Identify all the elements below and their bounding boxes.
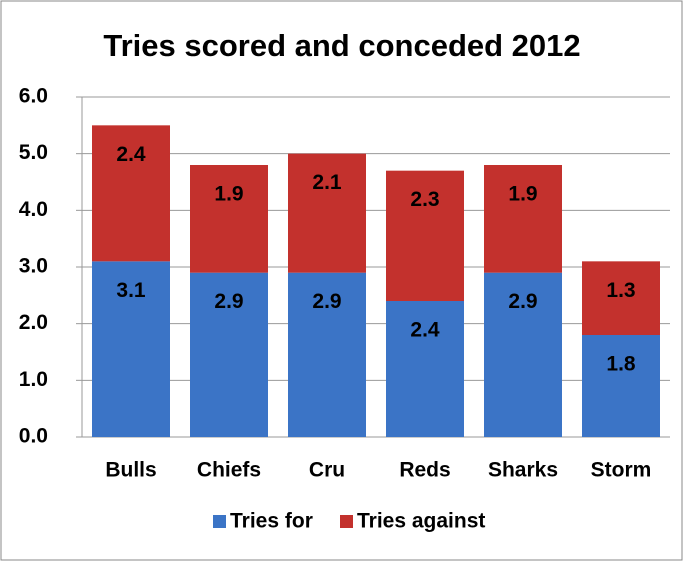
- data-label: 1.9: [508, 183, 537, 206]
- data-label: 3.1: [116, 279, 146, 302]
- data-label: 1.3: [606, 279, 635, 302]
- bar-segment: [484, 165, 562, 273]
- bar-segment: [190, 272, 268, 437]
- legend-swatch: [213, 515, 226, 528]
- bar-segment: [92, 261, 170, 437]
- data-label: 2.1: [312, 171, 342, 194]
- bar-segment: [386, 170, 464, 301]
- bar-segment: [288, 153, 366, 273]
- y-tick-label: 4.0: [19, 198, 48, 221]
- bar-segment: [386, 301, 464, 437]
- data-label: 1.9: [214, 183, 243, 206]
- data-label: 2.3: [410, 188, 439, 211]
- bar-segment: [582, 335, 660, 437]
- x-tick-label: Bulls: [105, 459, 156, 482]
- y-tick-label: 3.0: [19, 255, 48, 278]
- chart-title: Tries scored and conceded 2012: [103, 28, 580, 63]
- bar-segment: [288, 272, 366, 437]
- x-tick-label: Reds: [399, 459, 450, 482]
- data-label: 1.8: [606, 353, 636, 376]
- x-tick-label: Chiefs: [197, 459, 261, 482]
- x-tick-label: Sharks: [488, 459, 558, 482]
- legend-label: Tries for: [230, 510, 313, 533]
- data-label: 2.4: [410, 319, 440, 342]
- y-tick-label: 6.0: [19, 85, 48, 108]
- bar-segment: [484, 272, 562, 437]
- x-tick-label: Storm: [591, 459, 652, 482]
- bar-segment: [92, 125, 170, 262]
- legend-swatch: [340, 515, 353, 528]
- y-tick-label: 5.0: [19, 141, 48, 164]
- data-label: 2.9: [508, 290, 537, 313]
- data-label: 2.4: [116, 143, 146, 166]
- y-tick-label: 0.0: [19, 425, 48, 448]
- legend-label: Tries against: [357, 510, 485, 533]
- x-tick-label: Cru: [309, 459, 345, 482]
- y-tick-label: 1.0: [19, 368, 48, 391]
- bar-segment: [190, 165, 268, 273]
- bar-segment: [582, 261, 660, 335]
- data-label: 2.9: [312, 290, 341, 313]
- y-tick-label: 2.0: [19, 311, 48, 334]
- data-label: 2.9: [214, 290, 243, 313]
